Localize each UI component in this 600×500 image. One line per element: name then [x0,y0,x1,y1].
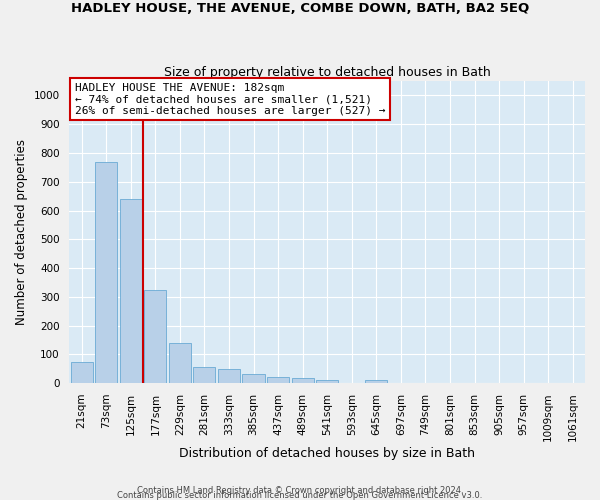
Bar [193,368,215,383]
Text: HADLEY HOUSE, THE AVENUE, COMBE DOWN, BATH, BA2 5EQ: HADLEY HOUSE, THE AVENUE, COMBE DOWN, BA… [71,2,529,16]
Bar [95,162,117,383]
Bar [292,378,314,383]
Bar [365,380,388,383]
Text: HADLEY HOUSE THE AVENUE: 182sqm
← 74% of detached houses are smaller (1,521)
26%: HADLEY HOUSE THE AVENUE: 182sqm ← 74% of… [74,82,385,116]
Text: Contains public sector information licensed under the Open Government Licence v3: Contains public sector information licen… [118,490,482,500]
Bar [316,380,338,383]
Bar [267,377,289,383]
Bar [169,343,191,383]
Bar [71,362,93,383]
Y-axis label: Number of detached properties: Number of detached properties [15,139,28,325]
Title: Size of property relative to detached houses in Bath: Size of property relative to detached ho… [164,66,491,78]
X-axis label: Distribution of detached houses by size in Bath: Distribution of detached houses by size … [179,447,475,460]
Bar [242,374,265,383]
Bar [218,368,240,383]
Text: Contains HM Land Registry data © Crown copyright and database right 2024.: Contains HM Land Registry data © Crown c… [137,486,463,495]
Bar [144,290,166,383]
Bar [120,199,142,383]
